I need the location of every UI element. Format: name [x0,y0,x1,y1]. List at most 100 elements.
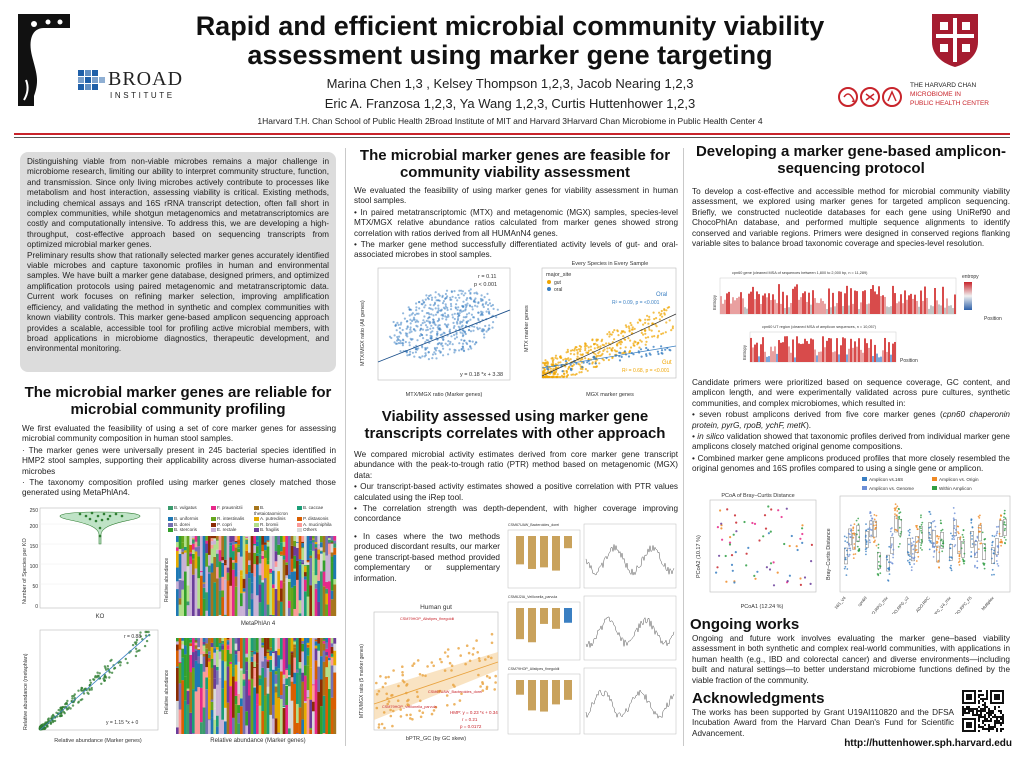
box-point [953,518,956,521]
stack-segment [176,644,179,651]
scatter-point [479,685,482,688]
stack-segment [176,641,179,645]
qr-cell [980,690,982,692]
stack-segment [314,660,318,680]
stack-segment [202,645,206,652]
stack-segment [322,733,326,734]
scatter-point [425,319,428,322]
stack-segment [277,655,281,669]
scatter-point [53,719,57,723]
scatter-point-gut [586,369,589,372]
scatter-point [425,312,428,315]
stack-segment [213,648,217,653]
stack-segment [312,571,315,616]
scatter-point-gut [640,331,643,334]
scatter-point [89,681,93,684]
violin-ytick-150: 150 [30,544,39,550]
stack-segment [178,683,182,710]
stack-segment [288,536,291,575]
scatter-point [396,321,399,324]
qr-cell [968,708,970,710]
box-ylabel: Bray–Curtis Distance [826,528,832,580]
stack-segment [322,643,326,651]
stack-segment [202,641,206,645]
entropy-bar [760,303,762,314]
box-point [856,533,858,536]
entropy-bar [866,343,868,362]
stack-segment [245,638,249,654]
scatter-point [396,339,399,342]
box-point [936,546,939,549]
qr-cell [996,716,998,718]
pcoa-point [799,583,802,586]
stack-segment [258,705,262,734]
scatter-point [461,324,464,327]
bar [552,536,560,571]
stack-segment [269,572,273,574]
scatter-point [377,689,381,693]
box-point [941,528,944,531]
section3-body: We compared microbial activity estimates… [354,450,678,526]
stack-segment [184,571,187,616]
scatter-point [465,298,468,301]
box-point [991,534,994,537]
scatter-point [375,706,379,710]
stack-segment [256,553,259,557]
stack-segment [189,672,193,713]
entropy-bar [884,337,886,362]
scatter-point [473,292,476,295]
qr-cell [982,710,984,712]
stack-segment [296,536,299,540]
stack-segment [274,536,278,552]
stack-segment [264,536,267,543]
stack-segment [253,686,257,688]
entropy-bar [784,307,786,314]
stack-segment [333,638,337,644]
entropy-bar [754,299,756,314]
stack-segment [245,725,249,734]
stack-segment [309,550,313,556]
box-point [869,541,871,544]
scatter-point-gut [647,336,650,339]
box-point [872,541,875,543]
pcoa-point [728,541,732,544]
scatter-point-gut [608,331,611,334]
entropy-bar [740,292,742,314]
scatter-point [446,295,449,298]
qr-cell [990,718,992,720]
scatter-point [469,296,472,299]
scatter-point-gut [644,343,647,346]
scatter-point [392,709,395,713]
stack-segment [325,655,329,657]
box-point [999,541,1002,543]
stack-segment [253,545,257,553]
scatter-point-gut [632,344,635,347]
footer-url[interactable]: http://huttenhower.sph.harvard.edu [844,738,1012,749]
scatter-point [487,303,490,307]
scatter-point [472,316,476,319]
qr-cell [1000,730,1002,732]
scatter-point [113,667,116,670]
qr-cell [994,708,996,710]
box-point [958,538,961,540]
scatter-point-gut [608,335,611,338]
scatter-point-gut [644,321,647,324]
stack-segment [269,659,273,672]
stack-segment [186,536,190,567]
stack-segment [293,644,297,648]
scatter-point [419,699,422,703]
stack-segment [186,691,190,705]
scatter-point [408,344,411,347]
box-point [917,536,920,538]
stack-segment [197,536,201,547]
stack-segment [298,613,302,616]
scatter-point [103,679,106,682]
stack-segment [280,580,283,589]
qr-cell [988,724,990,726]
legend-item-8: E. rectale [211,527,252,533]
stack-segment [218,645,222,652]
entropy-bar [872,285,874,314]
scatter-point-gut [599,345,602,348]
stack-segment [322,661,326,696]
scatter-point [465,315,468,318]
